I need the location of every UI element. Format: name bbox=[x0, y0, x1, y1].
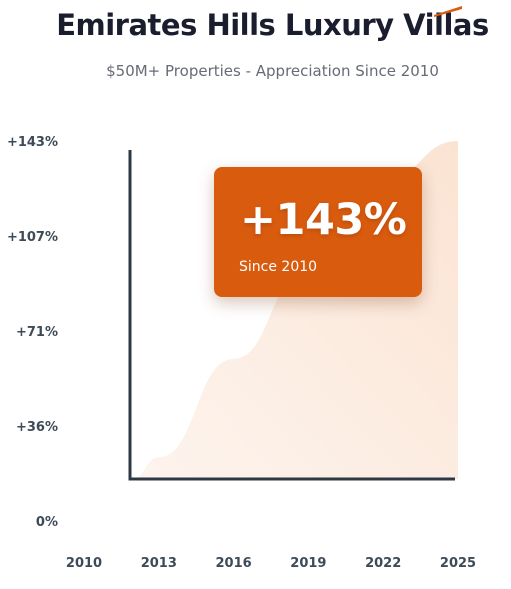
y-tick-label: +107% bbox=[7, 230, 58, 245]
x-tick-label: 2019 bbox=[290, 556, 326, 571]
y-tick-label: +143% bbox=[7, 135, 58, 150]
appreciation-callout: +143% Since 2010 bbox=[214, 167, 422, 297]
y-tick-label: +71% bbox=[16, 325, 58, 340]
x-tick-label: 2016 bbox=[216, 556, 252, 571]
callout-label: Since 2010 bbox=[239, 259, 318, 275]
title-accent-mark bbox=[434, 6, 462, 17]
x-tick-label: 2022 bbox=[365, 556, 401, 571]
x-tick-label: 2010 bbox=[66, 556, 102, 571]
x-tick-label: 2025 bbox=[440, 556, 476, 571]
chart-subtitle: $50M+ Properties - Appreciation Since 20… bbox=[106, 62, 439, 80]
y-tick-label: +36% bbox=[16, 420, 58, 435]
x-tick-label: 2013 bbox=[141, 556, 177, 571]
callout-value: +143% bbox=[240, 195, 407, 245]
chart-title: Emirates Hills Luxury Villas bbox=[56, 8, 489, 42]
y-tick-label: 0% bbox=[36, 515, 58, 530]
